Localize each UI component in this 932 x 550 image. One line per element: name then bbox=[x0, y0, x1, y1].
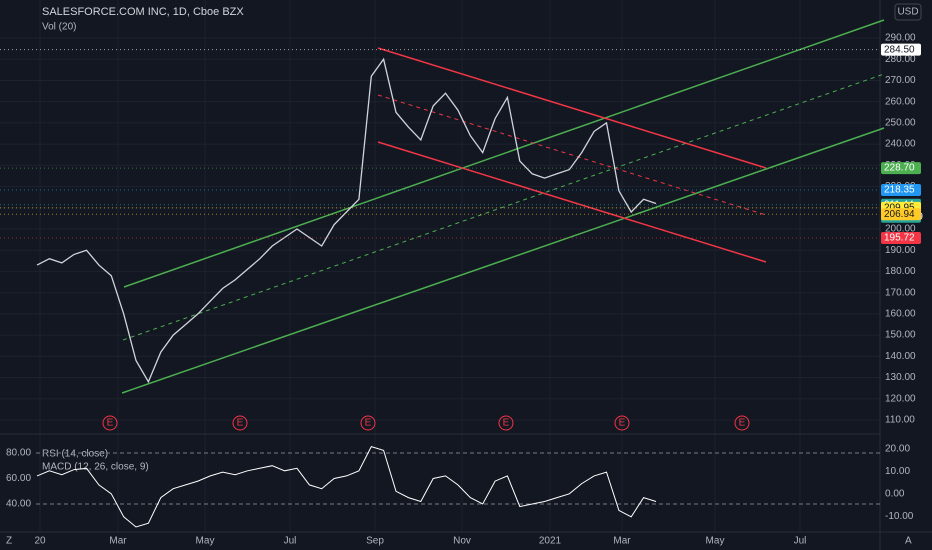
y-tick-label: 280.00 bbox=[885, 54, 916, 65]
price-label: 284.50 bbox=[884, 44, 915, 55]
x-tick-label: May bbox=[196, 536, 215, 547]
x-tick-label: Mar bbox=[109, 536, 127, 547]
y-tick-label: 270.00 bbox=[885, 75, 916, 86]
y-tick-label: 290.00 bbox=[885, 33, 916, 44]
x-tick-label: Sep bbox=[366, 536, 384, 547]
x-tick-label: 2021 bbox=[539, 536, 562, 547]
symbol-title: SALESFORCE.COM INC, 1D, Cboe BZX bbox=[42, 6, 244, 18]
event-marker bbox=[614, 415, 630, 431]
price-label: 206.94 bbox=[884, 209, 915, 220]
corner-left[interactable]: Z bbox=[6, 536, 12, 547]
price-label: 228.70 bbox=[884, 163, 915, 174]
macd-tick-label: 10.00 bbox=[885, 466, 910, 477]
y-tick-label: 170.00 bbox=[885, 287, 916, 298]
green-mid bbox=[122, 73, 885, 341]
rsi-title: RSI (14, close) bbox=[42, 449, 108, 460]
x-tick-label: May bbox=[706, 536, 725, 547]
event-label: E bbox=[503, 418, 510, 429]
y-tick-label: 140.00 bbox=[885, 351, 916, 362]
y-tick-label: 240.00 bbox=[885, 139, 916, 150]
y-tick-label: 180.00 bbox=[885, 266, 916, 277]
event-label: E bbox=[237, 418, 244, 429]
x-tick-label: Jul bbox=[284, 536, 297, 547]
x-tick-label: 20 bbox=[34, 536, 46, 547]
y-tick-label: 200.00 bbox=[885, 224, 916, 235]
event-label: E bbox=[739, 418, 746, 429]
price-label-box bbox=[881, 43, 921, 56]
y-tick-label: 120.00 bbox=[885, 393, 916, 404]
price-label: 209.95 bbox=[884, 203, 915, 214]
macd-tick-label: 0.00 bbox=[885, 489, 905, 500]
price-label: 218.35 bbox=[884, 185, 915, 196]
y-tick-label: 190.00 bbox=[885, 245, 916, 256]
corner-right[interactable]: A bbox=[905, 536, 912, 547]
red-lower bbox=[377, 141, 767, 263]
channels bbox=[121, 19, 885, 394]
macd-tick-label: 20.00 bbox=[885, 444, 910, 455]
red-upper bbox=[377, 47, 767, 169]
rsi-tick-label: 60.00 bbox=[6, 473, 31, 484]
event-label: E bbox=[619, 418, 626, 429]
red-mid bbox=[377, 94, 767, 216]
macd-title: MACD (12, 26, close, 9) bbox=[42, 462, 149, 473]
rsi-line bbox=[36, 445, 657, 528]
x-tick-label: Mar bbox=[613, 536, 631, 547]
y-tick-label: 130.00 bbox=[885, 372, 916, 383]
event-label: E bbox=[107, 418, 114, 429]
rsi-tick-label: 40.00 bbox=[6, 499, 31, 510]
event-marker bbox=[232, 415, 248, 431]
y-tick-label: 150.00 bbox=[885, 330, 916, 341]
price-label-box bbox=[881, 208, 921, 221]
green-lower bbox=[121, 127, 885, 394]
event-marker bbox=[102, 415, 118, 431]
x-tick-label: Nov bbox=[453, 536, 471, 547]
y-tick-label: 160.00 bbox=[885, 309, 916, 320]
currency-box[interactable] bbox=[894, 3, 922, 21]
macd-tick-label: -10.00 bbox=[885, 511, 914, 522]
rsi-tick-label: 80.00 bbox=[6, 448, 31, 459]
green-upper bbox=[123, 19, 885, 288]
event-marker bbox=[498, 415, 514, 431]
price-label-box bbox=[881, 184, 921, 197]
price-line bbox=[36, 57, 657, 384]
price-label-box bbox=[881, 232, 921, 245]
event-label: E bbox=[365, 418, 372, 429]
price-label: 195.72 bbox=[884, 233, 915, 244]
volume-label: Vol (20) bbox=[42, 22, 76, 33]
y-tick-label: 250.00 bbox=[885, 118, 916, 129]
y-tick-label: 110.00 bbox=[885, 415, 915, 426]
x-tick-label: Jul bbox=[794, 536, 807, 547]
y-tick-label: 260.00 bbox=[885, 96, 916, 107]
price-label-box bbox=[881, 162, 921, 175]
event-marker bbox=[360, 415, 376, 431]
currency[interactable]: USD bbox=[897, 7, 918, 18]
event-marker bbox=[734, 415, 750, 431]
